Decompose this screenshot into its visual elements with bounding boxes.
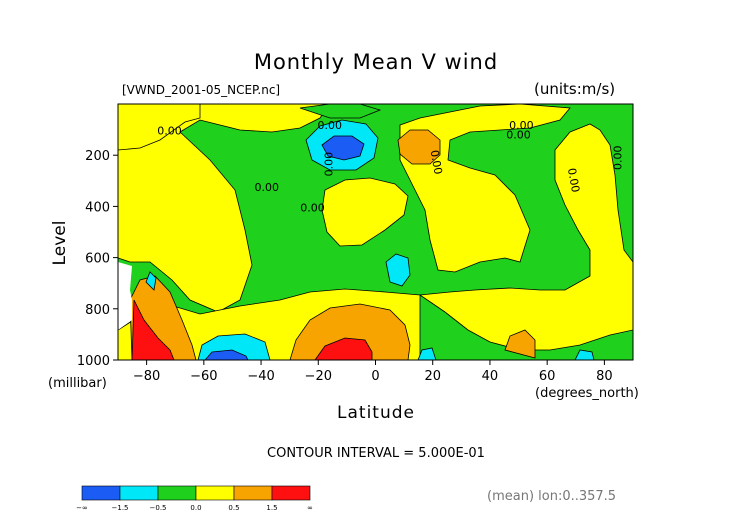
x-tick-label: 0 [371,369,379,384]
field-yellow-right-edge [118,123,633,360]
colorbar-swatch [81,485,121,501]
x-tick-label: −80 [133,369,160,384]
contour-line-label: 0.00 [428,149,445,175]
contour-line-label: 0.00 [565,167,582,193]
field-cyan-spot-b1 [417,347,437,360]
field-yellow-left-jet [118,104,331,313]
contour-line-label: 0.00 [157,125,182,138]
colorbar-swatch [119,485,159,501]
colorbar-tick-label: 1.5 [266,504,277,512]
colorbar-swatch [233,485,273,501]
contour-line-label: 0.00 [509,119,534,132]
x-tick-label: 60 [539,369,556,384]
chart-title: Monthly Mean V wind [253,50,499,74]
units-label: (units:m/s) [534,80,616,98]
contour-labels: 0.00 0.00 0.000.000.000.000.000.000.000.00 [157,119,624,214]
contour-line-label: 0.00 [612,146,625,171]
colorbar-tick-label: 0.0 [190,504,201,512]
colorbar-swatch [271,485,311,501]
colorbar-tick-label: −1.5 [112,504,129,512]
y-tick-label: 1000 [77,354,110,369]
contour-line-label: 0.00 [300,202,325,215]
field-yellow-top-strip [118,104,201,151]
contour-line-label: 0.00 [323,152,336,177]
field-orange-bottom [289,303,411,360]
field-green-lower-right [419,294,633,360]
field-cyan-spot-b2 [574,349,595,360]
field-green-spot-top [299,104,382,119]
x-tick-label: 20 [424,369,441,384]
field-cyan-mid [385,253,411,287]
field-yellow-right-main [399,104,571,273]
field-blue-upper [321,135,365,161]
field-blue-bottom-left [204,349,249,360]
y-tick-label: 400 [85,200,110,215]
field-orange-upper [397,129,441,165]
y-tick-label: 600 [85,252,110,267]
x-tick-label: −40 [247,369,274,384]
field-yellow-mid-blob [321,177,409,247]
axis-ticks: −80 −60 −40 −20 0 20 40 60 80 200 400 600 800 1000 [77,149,613,384]
contour-line-label: 0.00 [255,181,280,194]
field-red-bottom [314,337,373,360]
y-tick-label: 800 [85,303,110,318]
contour-line-label: 0.00 [506,129,531,142]
colorbar-tick-label: 0.5 [228,504,239,512]
colorbar-tick-label: ∞ [307,504,313,512]
x-tick-label: −20 [305,369,332,384]
contour-line-label: 0.00 [317,119,342,132]
x-axis-label: Latitude [337,403,415,423]
y-tick-label: 200 [85,149,110,164]
x-axis-unit: (degrees_north) [535,386,639,401]
colorbar-tick-label: −∞ [76,504,88,512]
colorbar-tick-label: −0.5 [150,504,167,512]
y-axis-unit: (millibar) [48,376,107,391]
contour-interval-label: CONTOUR INTERVAL = 5.000E-01 [267,446,485,461]
file-label: [VWND_2001-05_NCEP.nc] [122,83,281,97]
colorbar-swatch [195,485,235,501]
x-tick-label: 40 [482,369,499,384]
field-orange-bottom-right [504,329,536,359]
field-missing-left [118,262,132,330]
contour-field [118,104,633,360]
x-tick-label: −60 [190,369,217,384]
colorbar: −∞ −1.5 −0.5 0.0 0.5 1.5 ∞ [76,485,313,512]
x-tick-label: 80 [596,369,613,384]
footer-label: (mean) lon:0..357.5 [487,489,617,504]
field-red-left [131,299,175,360]
field-cyan-spot-left [145,271,157,291]
colorbar-swatch [157,485,197,501]
